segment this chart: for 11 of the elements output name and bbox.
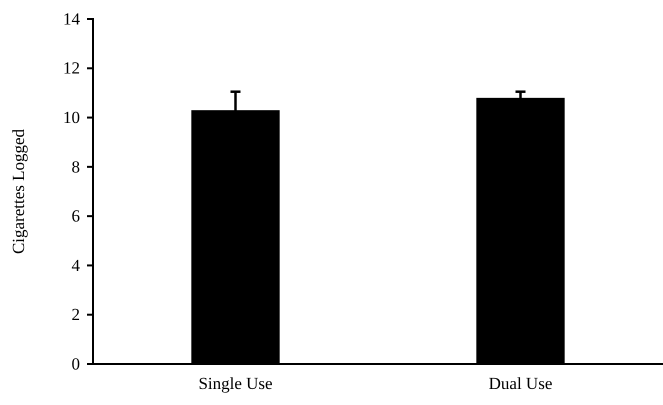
y-tick-label: 2 <box>72 305 80 324</box>
y-tick-label: 12 <box>63 58 80 78</box>
y-axis-title: Cigarettes Logged <box>9 128 28 254</box>
y-tick-label: 14 <box>63 9 80 28</box>
y-tick-label: 0 <box>72 354 80 374</box>
y-tick-label: 6 <box>72 206 80 226</box>
x-tick-label: Dual Use <box>488 374 552 394</box>
y-tick-label: 8 <box>72 157 80 176</box>
x-tick-label: Single Use <box>198 374 273 394</box>
y-tick-label: 4 <box>72 256 80 275</box>
y-tick-label: 10 <box>63 108 80 128</box>
